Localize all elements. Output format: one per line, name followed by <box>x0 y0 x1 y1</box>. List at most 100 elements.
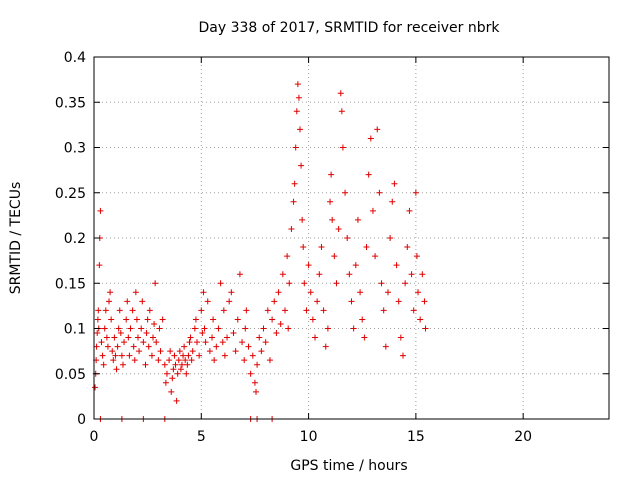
data-point <box>294 81 301 88</box>
data-point <box>112 352 119 359</box>
data-point <box>142 361 149 368</box>
data-point <box>201 325 208 332</box>
data-point <box>400 352 406 359</box>
data-point <box>328 171 335 178</box>
data-point <box>123 316 130 323</box>
data-point <box>318 244 325 251</box>
data-point <box>106 298 113 305</box>
y-tick-label: 0.15 <box>55 276 86 292</box>
chart-title: Day 338 of 2017, SRMTID for receiver nbr… <box>198 20 500 36</box>
data-point <box>129 307 136 314</box>
data-point <box>292 144 299 151</box>
data-point <box>181 343 188 350</box>
data-point <box>133 316 140 323</box>
data-point <box>139 298 146 305</box>
data-point <box>97 207 104 214</box>
data-point <box>189 348 196 355</box>
data-point <box>258 348 265 355</box>
y-tick-label: 0.1 <box>64 322 86 338</box>
data-point <box>251 379 258 386</box>
data-point <box>219 339 226 346</box>
data-point <box>387 235 394 241</box>
data-point <box>224 334 231 341</box>
data-point <box>271 298 278 305</box>
data-points <box>92 81 429 422</box>
data-point <box>232 348 239 355</box>
data-point <box>110 357 117 364</box>
data-point <box>408 271 415 278</box>
data-point <box>221 352 228 359</box>
data-point <box>369 207 376 214</box>
data-point <box>180 352 187 359</box>
data-point <box>346 271 353 278</box>
data-point <box>367 135 374 142</box>
data-point <box>100 361 107 368</box>
data-point <box>148 352 155 359</box>
data-point <box>194 339 200 346</box>
data-point <box>297 126 303 133</box>
plot-frame <box>93 56 610 420</box>
data-point <box>145 343 152 350</box>
x-tick-label: 10 <box>300 429 318 445</box>
data-point <box>152 280 159 287</box>
data-point <box>146 307 153 314</box>
data-point <box>389 198 396 205</box>
data-point <box>107 289 114 296</box>
data-point <box>171 352 178 359</box>
y-tick-label: 0 <box>77 412 86 428</box>
data-point <box>108 316 115 323</box>
data-point <box>404 244 411 251</box>
data-point <box>338 108 345 115</box>
data-point <box>169 375 176 382</box>
data-point <box>260 325 267 332</box>
data-point <box>277 320 284 327</box>
data-point <box>210 316 217 323</box>
data-point <box>178 361 185 368</box>
data-point <box>204 298 211 305</box>
data-point <box>101 325 108 332</box>
data-point <box>279 271 286 278</box>
data-point <box>117 330 124 337</box>
data-point <box>199 330 206 337</box>
data-point <box>329 216 336 223</box>
data-point <box>94 330 101 337</box>
data-point <box>378 280 385 287</box>
x-tick-label: 15 <box>407 429 425 445</box>
y-tick-label: 0.25 <box>55 186 86 202</box>
data-point <box>93 343 100 350</box>
data-point <box>182 357 189 364</box>
data-point <box>269 316 276 323</box>
data-point <box>299 216 306 223</box>
data-point <box>176 348 183 355</box>
data-point <box>118 352 125 359</box>
data-point <box>245 343 252 350</box>
data-point <box>249 352 256 359</box>
data-point <box>415 289 422 296</box>
data-point <box>175 357 182 364</box>
data-point <box>412 189 419 196</box>
data-point <box>113 366 120 373</box>
data-point <box>114 343 121 350</box>
data-point <box>191 325 198 332</box>
data-point <box>301 280 308 287</box>
data-point <box>284 253 291 260</box>
data-point <box>324 325 331 332</box>
data-point <box>104 343 111 350</box>
data-point <box>339 144 346 151</box>
data-point <box>384 289 391 296</box>
data-point <box>372 253 379 260</box>
data-point <box>286 280 293 287</box>
data-point <box>264 307 271 314</box>
data-point <box>186 339 193 346</box>
data-point <box>98 339 105 346</box>
data-point <box>196 352 203 359</box>
data-point <box>96 262 103 269</box>
y-tick-label: 0.05 <box>55 367 86 383</box>
data-point <box>253 388 260 395</box>
data-point <box>119 361 126 368</box>
data-point <box>327 198 334 205</box>
data-point <box>406 207 413 214</box>
data-point <box>95 307 102 314</box>
data-point <box>281 307 288 314</box>
data-point <box>124 298 131 305</box>
